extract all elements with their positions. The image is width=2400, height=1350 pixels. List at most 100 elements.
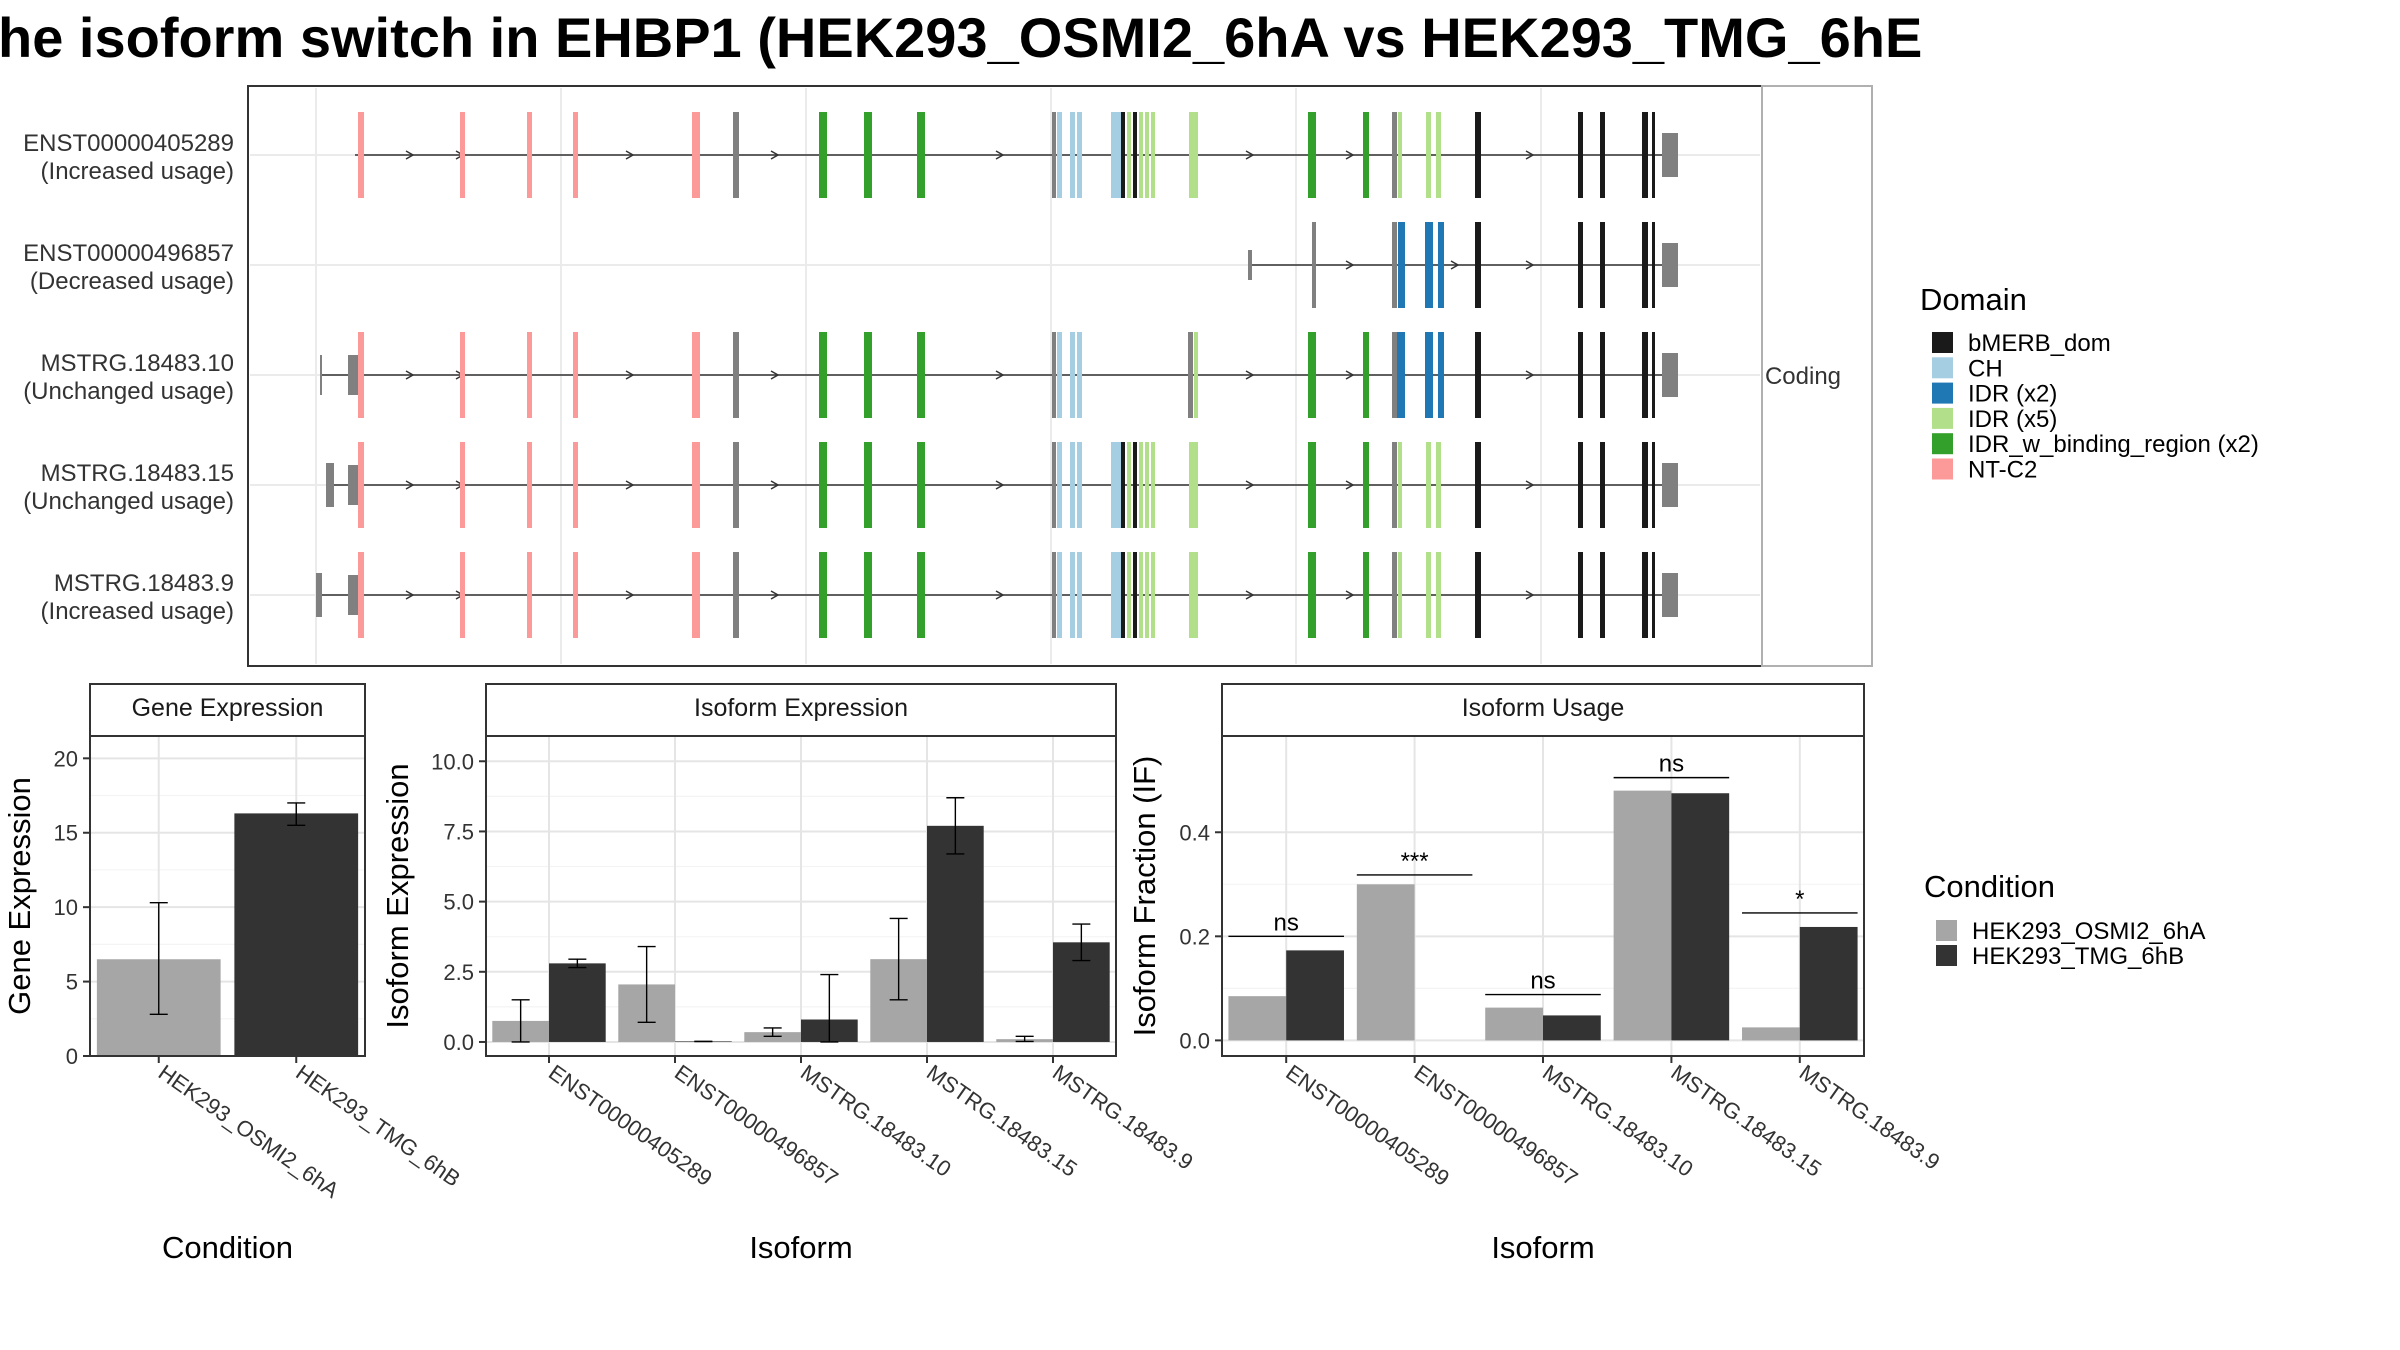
bar [1671,793,1730,1041]
exon-block [573,442,578,528]
strand-arrow [625,370,635,380]
exon-block [1475,552,1481,638]
exon-block [1436,442,1441,528]
exon-block [1057,112,1062,198]
exon-block [1070,442,1075,528]
utr-exon [1248,250,1252,280]
y-tick-label: 0.0 [443,1030,474,1055]
bar [1799,926,1858,1041]
exon-block [733,112,739,198]
utr-exon [320,355,322,395]
utr-exon [1662,573,1678,617]
utr-exon [1662,463,1678,507]
y-tick-label: 0.0 [1179,1028,1210,1053]
strand-arrow [1525,590,1535,600]
exon-block [1426,552,1431,638]
exon-block [1392,442,1397,528]
significance-label: ns [1659,751,1684,778]
transcript-usage-label: (Increased usage) [41,158,234,185]
exon-block [1070,332,1075,418]
strand-arrow [770,480,780,490]
exon-block [1426,112,1431,198]
exon-block [1438,332,1444,418]
bar [744,1032,801,1042]
exon-block [1308,332,1316,418]
exon-block [1642,332,1648,418]
transcript-id-label: ENST00000496857 [23,240,234,267]
y-tick-label: 10.0 [431,749,474,774]
chart-title: Isoform Usage [1462,694,1625,722]
bar [1228,996,1287,1041]
exon-block [573,552,578,638]
exon-block [573,332,578,418]
exon-block [1436,552,1441,638]
significance-label: ns [1274,909,1299,936]
transcript-structure-panel: Coding ENST00000405289(Increased usage)E… [23,85,1873,667]
exon-block [864,442,872,528]
utr-exon [1662,353,1678,397]
exon-block [1194,332,1198,418]
x-axis-title: Condition [162,1230,293,1265]
exon-block [1436,112,1441,198]
transcript-usage-label: (Decreased usage) [30,268,234,295]
exon-block [1133,112,1137,198]
exon-block [1578,222,1583,308]
exon-block [1145,442,1149,528]
exon-block [1652,552,1655,638]
bar [1613,790,1672,1041]
facet-strip [89,683,366,737]
x-axis-title: Isoform [749,1230,852,1265]
exon-block [1121,112,1125,198]
strand-arrow [1345,260,1355,270]
transcript-usage-label: (Increased usage) [41,598,234,625]
chart-title: Gene Expression [132,694,324,722]
y-tick-label: 20 [54,746,78,771]
y-tick-label: 0.2 [1179,924,1210,949]
facet-strip [1221,683,1865,737]
strand-arrow [1245,150,1255,160]
strand-arrow [995,480,1005,490]
transcript-model [355,112,1678,198]
exon-block [733,552,739,638]
transcript-id-label: MSTRG.18483.9 [54,570,234,597]
exon-block [1139,442,1143,528]
exon-block [917,442,925,528]
y-tick-label: 5.0 [443,890,474,915]
coding-strip-label: Coding [1765,363,1841,390]
condition-legend-title: Condition [1924,869,2055,904]
exon-block [1145,112,1149,198]
exon-block [1397,332,1405,418]
exon-block [1139,552,1143,638]
y-tick-label: 2.5 [443,960,474,985]
exon-block [692,442,700,528]
exon-block [1652,442,1655,528]
exon-block [1398,552,1402,638]
exon-block [1077,332,1082,418]
y-axis-title: Gene Expression [2,777,37,1015]
exon-block [1425,222,1433,308]
domain-legend-title: Domain [1920,282,2027,317]
bar [1543,1015,1601,1041]
significance-label: * [1795,886,1804,913]
exon-block [1111,552,1121,638]
exon-block [1127,442,1131,528]
exon-block [917,552,925,638]
exon-block [1121,442,1125,528]
exon-block [1145,552,1149,638]
exon-block [1057,552,1062,638]
strand-arrow [1525,260,1535,270]
exon-block [1600,442,1605,528]
exon-block [1077,552,1082,638]
transcript-model [1248,222,1678,308]
exon-block [1642,112,1648,198]
y-tick-label: 7.5 [443,819,474,844]
exon-block [460,442,465,528]
exon-block [733,442,739,528]
exon-block [692,332,700,418]
y-tick-label: 5 [66,970,78,995]
exon-block [1077,442,1082,528]
strand-arrow [405,590,415,600]
exon-block [1189,112,1198,198]
